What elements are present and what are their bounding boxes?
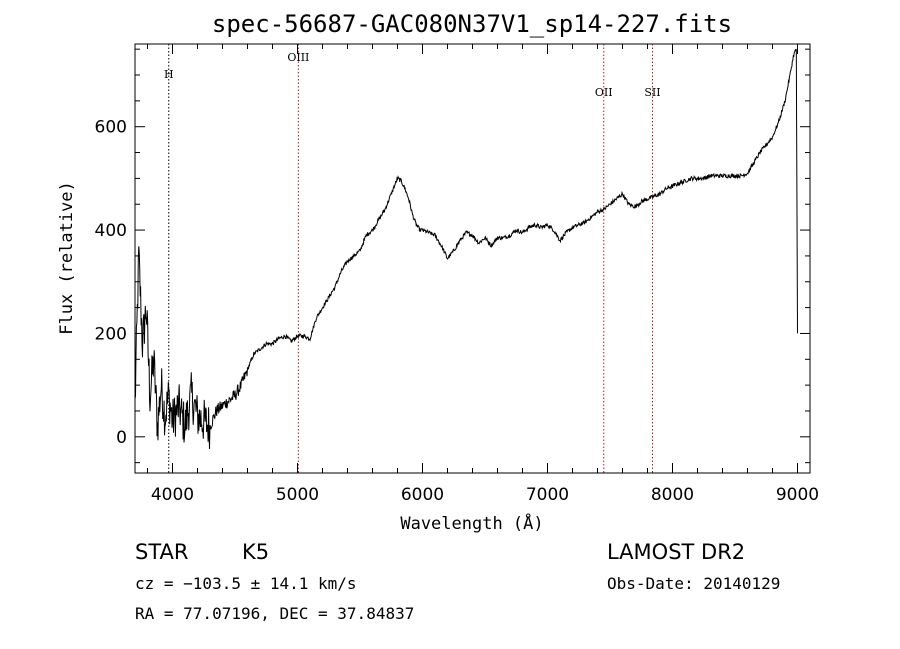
coordinates-readout: RA = 77.07196, DEC = 37.84837: [135, 604, 414, 623]
object-subclass: K5: [242, 540, 269, 564]
chart-title: spec-56687-GAC080N37V1_sp14-227.fits: [212, 10, 732, 38]
line-label-oiii: OIII: [287, 51, 309, 64]
y-axis-label: Flux (relative): [57, 181, 77, 335]
object-class: STAR: [135, 540, 188, 564]
spectrum-line: [134, 48, 798, 450]
x-tick-label: 5000: [276, 485, 319, 505]
survey-name: LAMOST DR2: [607, 540, 745, 564]
y-tick-label: 600: [95, 118, 127, 138]
x-tick-label: 7000: [526, 485, 569, 505]
line-label-h: H: [164, 68, 174, 81]
x-tick-label: 4000: [151, 485, 194, 505]
y-tick-label: 400: [95, 221, 127, 241]
redshift-readout: cz = −103.5 ± 14.1 km/s: [135, 574, 357, 593]
line-label-oii: OII: [595, 86, 613, 99]
x-tick-label: 6000: [401, 485, 444, 505]
x-axis: 4000 5000 6000 7000 8000 9000: [147, 44, 819, 505]
y-tick-label: 0: [116, 428, 127, 448]
line-label-sii: SII: [644, 86, 660, 99]
obs-date: Obs-Date: 20140129: [607, 574, 780, 593]
y-axis: 0 200 400 600: [95, 48, 810, 464]
plot-frame: [134, 43, 811, 474]
x-tick-label: 9000: [776, 485, 819, 505]
x-tick-label: 8000: [651, 485, 694, 505]
y-tick-label: 200: [95, 324, 127, 344]
x-axis-label: Wavelength (Å): [400, 512, 543, 534]
plot-area: H OIII OII SII: [134, 44, 798, 473]
